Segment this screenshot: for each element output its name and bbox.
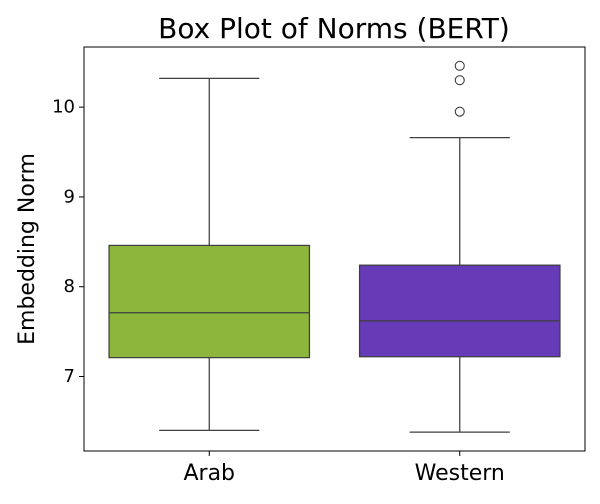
box-arab [108,244,311,359]
x-tick-label: Arab [183,461,235,486]
y-tick-label: 8 [64,276,75,297]
y-tick-label: 7 [64,366,75,387]
outlier-point [454,60,465,71]
y-tick-label: 10 [52,97,75,118]
x-tick-label: Western [415,461,505,486]
outlier-point [454,75,465,86]
plot-frame [83,46,586,452]
y-axis-label: Embedding Norm [15,153,40,345]
y-tick-label: 9 [64,186,75,207]
plot-area: 7 8 9 10 Arab Western [52,60,561,486]
outlier-point [454,106,465,117]
chart-title: Box Plot of Norms (BERT) [158,12,510,45]
box-western [358,264,561,358]
